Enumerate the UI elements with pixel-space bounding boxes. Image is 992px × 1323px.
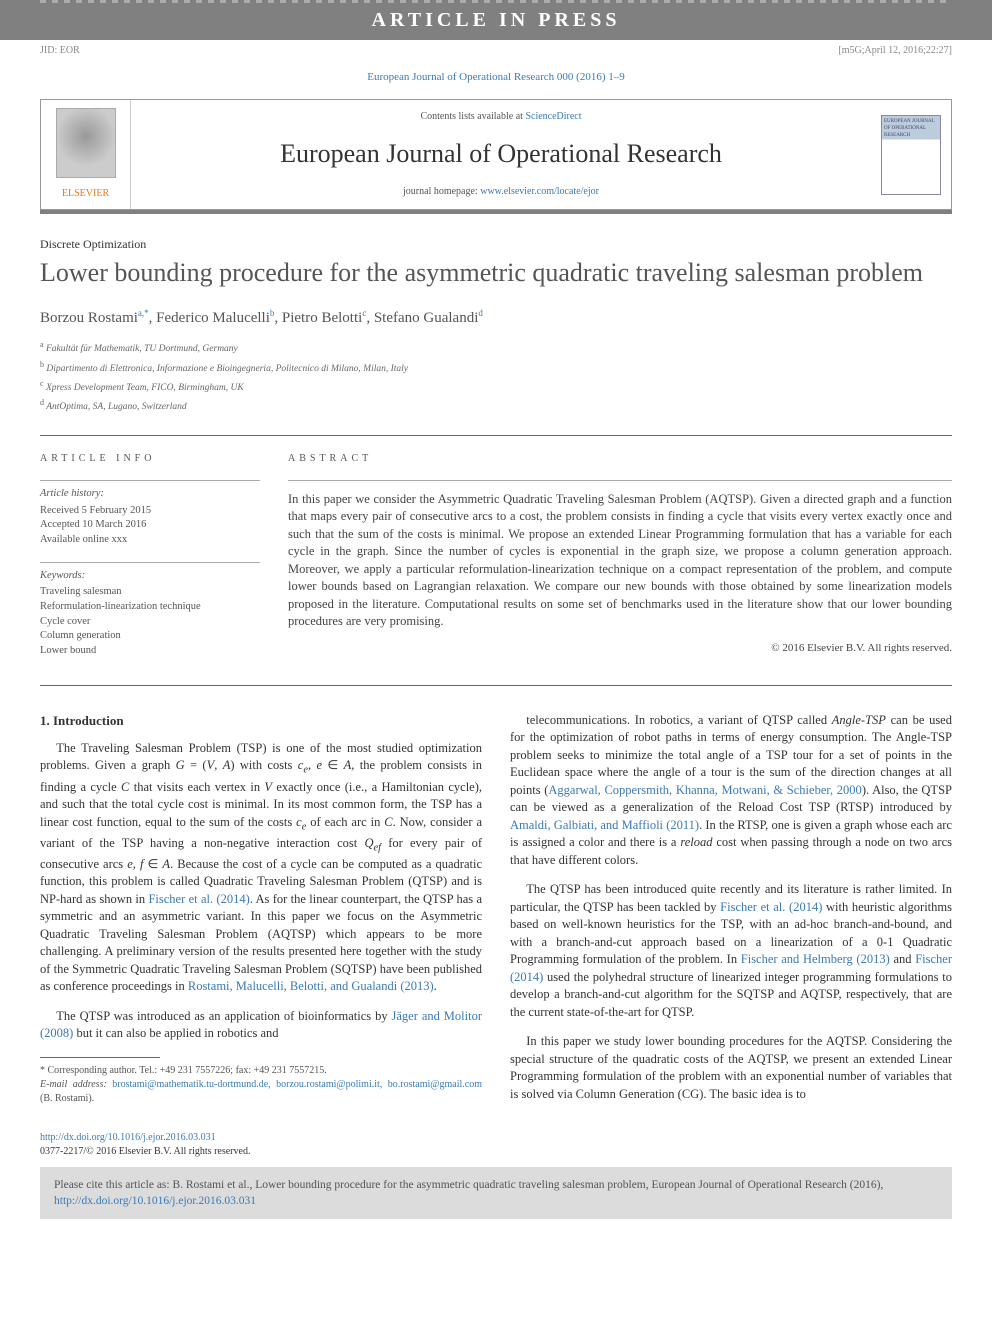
- press-bar-text: ARTICLE IN PRESS: [372, 9, 621, 31]
- jid-row: JID: EOR [m5G;April 12, 2016;22:27]: [0, 40, 992, 62]
- contents-line: Contents lists available at ScienceDirec…: [420, 110, 581, 124]
- intro-p1: The Traveling Salesman Problem (TSP) is …: [40, 740, 482, 996]
- affil-c: c Xpress Development Team, FICO, Birming…: [40, 378, 952, 395]
- jid-left: JID: EOR: [40, 44, 80, 58]
- elsevier-label: ELSEVIER: [62, 187, 109, 201]
- sciencedirect-link[interactable]: ScienceDirect: [525, 111, 581, 122]
- article-title: Lower bounding procedure for the asymmet…: [40, 257, 952, 290]
- footnotes: * Corresponding author. Tel.: +49 231 75…: [40, 1064, 482, 1106]
- body-columns: 1. Introduction The Traveling Salesman P…: [40, 712, 952, 1116]
- journal-cover-icon: EUROPEAN JOURNAL OF OPERATIONAL RESEARCH: [881, 115, 941, 195]
- publisher-block: ELSEVIER: [41, 100, 131, 208]
- abstract-head: ABSTRACT: [288, 452, 952, 466]
- history-block: Article history: Received 5 February 201…: [40, 480, 260, 548]
- doi-line2: 0377-2217/© 2016 Elsevier B.V. All right…: [40, 1145, 952, 1159]
- journal-title: European Journal of Operational Research: [280, 136, 722, 172]
- homepage-line: journal homepage: www.elsevier.com/locat…: [403, 185, 599, 199]
- email-line: E-mail address: brostami@mathematik.tu-d…: [40, 1078, 482, 1106]
- affil-d: d AntOptima, SA, Lugano, Switzerland: [40, 397, 952, 414]
- header-center: Contents lists available at ScienceDirec…: [131, 100, 871, 208]
- abstract-text: In this paper we consider the Asymmetric…: [288, 491, 952, 631]
- elsevier-tree-icon: [56, 108, 116, 178]
- affil-a: a Fakultät für Mathematik, TU Dortmund, …: [40, 339, 952, 356]
- doi-link[interactable]: http://dx.doi.org/10.1016/j.ejor.2016.03…: [40, 1132, 216, 1143]
- cite-box: Please cite this article as: B. Rostami …: [40, 1167, 952, 1219]
- intro-p3: telecommunications. In robotics, a varia…: [510, 712, 952, 870]
- corr-author: * Corresponding author. Tel.: +49 231 75…: [40, 1064, 482, 1078]
- journal-ref: European Journal of Operational Research…: [0, 62, 992, 99]
- keywords-block: Keywords: Traveling salesman Reformulati…: [40, 562, 260, 659]
- article-info-col: ARTICLE INFO Article history: Received 5…: [40, 452, 260, 673]
- intro-p2: The QTSP was introduced as an applicatio…: [40, 1008, 482, 1043]
- gray-band: [40, 210, 952, 214]
- cover-block: EUROPEAN JOURNAL OF OPERATIONAL RESEARCH: [871, 100, 951, 208]
- info-abstract-row: ARTICLE INFO Article history: Received 5…: [40, 436, 952, 685]
- section-label: Discrete Optimization: [40, 236, 952, 253]
- cite-doi-link[interactable]: http://dx.doi.org/10.1016/j.ejor.2016.03…: [54, 1195, 256, 1207]
- affil-b: b Dipartimento di Elettronica, Informazi…: [40, 359, 952, 376]
- article-info-head: ARTICLE INFO: [40, 452, 260, 466]
- homepage-link[interactable]: www.elsevier.com/locate/ejor: [480, 186, 599, 197]
- journal-header: ELSEVIER Contents lists available at Sci…: [40, 99, 952, 209]
- affiliations: a Fakultät für Mathematik, TU Dortmund, …: [40, 339, 952, 415]
- jid-right: [m5G;April 12, 2016;22:27]: [838, 44, 952, 58]
- authors: Borzou Rostamia,*, Federico Malucellib, …: [40, 307, 952, 329]
- intro-p5: In this paper we study lower bounding pr…: [510, 1033, 952, 1103]
- press-bar: ARTICLE IN PRESS: [0, 0, 992, 40]
- doi-block: http://dx.doi.org/10.1016/j.ejor.2016.03…: [40, 1131, 952, 1159]
- intro-p4: The QTSP has been introduced quite recen…: [510, 881, 952, 1021]
- intro-heading: 1. Introduction: [40, 712, 482, 730]
- divider-bottom: [40, 685, 952, 686]
- copyright: © 2016 Elsevier B.V. All rights reserved…: [288, 641, 952, 656]
- email-links[interactable]: brostami@mathematik.tu-dortmund.de, borz…: [112, 1079, 482, 1090]
- abstract-col: ABSTRACT In this paper we consider the A…: [288, 452, 952, 673]
- footnote-rule: [40, 1057, 160, 1058]
